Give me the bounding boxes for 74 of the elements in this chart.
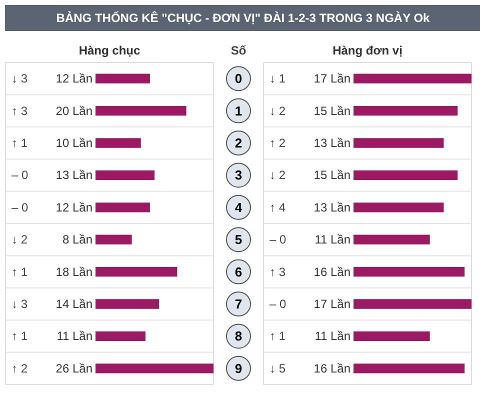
bar — [354, 138, 444, 148]
data-label: 26 Lần — [56, 361, 92, 376]
text: ↓ 2 — [12, 232, 28, 247]
data-label: 11 Lần — [56, 329, 92, 344]
data-label: 12 Lần — [56, 72, 92, 86]
y-tick-label: 1 — [234, 103, 242, 118]
data-label: 17 Lần — [314, 297, 350, 311]
y-tick-label: 5 — [234, 232, 242, 248]
y-tick-label: 0 — [234, 71, 242, 86]
data-label: 15 Lần — [314, 104, 350, 118]
bar — [96, 299, 160, 309]
y-tick-label: 8 — [234, 328, 242, 344]
data-label: 13 Lần — [314, 136, 350, 150]
bar — [354, 74, 472, 84]
bar — [354, 106, 458, 116]
data-label: 16 Lần — [314, 264, 350, 279]
bar — [96, 234, 132, 244]
text: BẢNG THỐNG KÊ "CHỤC - ĐƠN VỊ" ĐÀI 1-2-3 TRONG 3 NGÀY Ok — [56, 10, 430, 27]
data-label: 10 Lần — [56, 136, 92, 150]
text: ↓ 3 — [12, 297, 28, 311]
bar — [354, 170, 458, 180]
text: – 0 — [270, 232, 287, 247]
data-label: 20 Lần — [56, 104, 92, 118]
text: ↑ 2 — [270, 136, 286, 150]
data-label: 11 Lần — [314, 232, 350, 247]
bar — [96, 138, 141, 148]
text: ↑ 4 — [270, 200, 286, 214]
text: ↓ 2 — [270, 104, 286, 118]
text: ↓ 3 — [12, 72, 28, 86]
text: – 0 — [270, 297, 287, 311]
text: ↑ 1 — [12, 329, 28, 344]
bar — [96, 106, 186, 116]
text: ↑ 1 — [12, 136, 28, 150]
text: ↑ 1 — [12, 264, 28, 279]
chart-subtitle: Hàng chục — [78, 44, 140, 58]
text: ↓ 1 — [270, 72, 286, 86]
text: ↑ 3 — [12, 104, 28, 118]
data-label: 18 Lần — [56, 264, 92, 279]
bar — [354, 299, 472, 309]
data-label: 8 Lần — [62, 232, 92, 247]
bar — [354, 364, 465, 374]
data-label: 14 Lần — [56, 297, 92, 311]
bar — [354, 266, 465, 277]
text: – 0 — [12, 168, 29, 182]
bar — [96, 266, 178, 277]
text: ↑ 3 — [270, 264, 286, 279]
chart-subtitle: Hàng đơn vị — [332, 44, 402, 58]
data-label: 16 Lần — [314, 361, 350, 376]
bar — [96, 74, 150, 84]
y-tick-label: 3 — [234, 168, 242, 183]
bar — [96, 202, 150, 212]
data-label: 12 Lần — [56, 200, 92, 214]
bar — [354, 234, 430, 244]
y-tick-label: 2 — [234, 136, 242, 150]
data-label: 15 Lần — [314, 168, 350, 182]
text: – 0 — [12, 200, 29, 214]
bar — [96, 364, 214, 374]
data-label: 17 Lần — [314, 72, 350, 86]
bar — [96, 331, 146, 342]
text: ↑ 1 — [270, 329, 286, 344]
bar — [354, 202, 444, 212]
y-tick-label: 9 — [234, 360, 242, 376]
data-label: 11 Lần — [314, 329, 350, 344]
text: ↓ 5 — [270, 361, 286, 376]
text: ↓ 2 — [270, 168, 286, 182]
data-label: 13 Lần — [314, 200, 350, 214]
data-label: 13 Lần — [56, 168, 92, 182]
y-tick-label: 7 — [234, 296, 242, 312]
y-axis-title: Số — [230, 44, 246, 58]
bar — [96, 170, 154, 180]
text: ↑ 2 — [12, 361, 28, 376]
y-tick-label: 4 — [234, 200, 243, 215]
bar — [354, 331, 430, 342]
y-tick-label: 6 — [234, 264, 242, 280]
